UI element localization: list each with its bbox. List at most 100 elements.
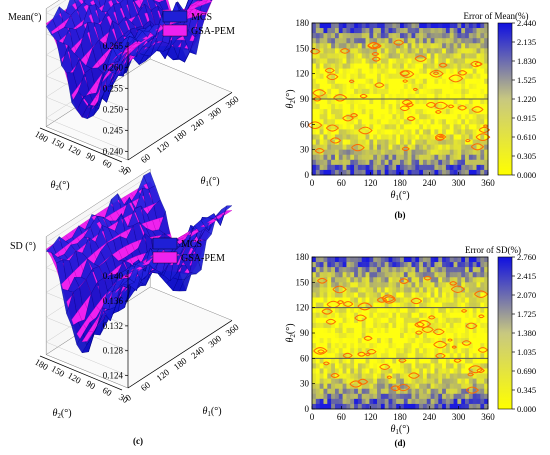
heatmap-cell (457, 343, 462, 349)
heatmap-cell (392, 53, 397, 59)
heatmap-cell (457, 358, 462, 364)
heatmap-cell (365, 58, 370, 64)
heatmap-cell (407, 353, 412, 359)
heatmap-cell (411, 53, 416, 59)
heatmap-cell (338, 383, 343, 390)
heatmap-cell (430, 378, 435, 384)
heatmap-cell (327, 73, 332, 80)
heatmap-cell (400, 297, 405, 303)
heatmap-cell (476, 262, 481, 268)
heatmap-cell (457, 257, 462, 263)
contour-line (365, 352, 371, 357)
heatmap-cell (377, 63, 382, 69)
heatmap-cell (472, 144, 477, 150)
heatmap-cell (449, 63, 454, 69)
heatmap-cell (373, 378, 378, 384)
heatmap-cell (422, 164, 428, 171)
heatmap-cell (419, 28, 424, 34)
heatmap-cell (312, 78, 317, 85)
heatmap-cell (426, 267, 431, 273)
heatmap-cell (465, 282, 470, 288)
heatmap-cell (468, 114, 473, 120)
heatmap-cell (396, 83, 401, 90)
heatmap-cell (346, 78, 351, 85)
heatmap-cell (388, 312, 393, 319)
heatmap-cell (369, 348, 374, 354)
contour-line (399, 70, 411, 77)
heatmap-cell (327, 119, 332, 125)
heatmap-cell (415, 58, 420, 64)
heatmap-cell (422, 287, 428, 293)
heatmap-cell (354, 134, 359, 140)
heatmap-cell (315, 58, 320, 64)
heatmap-cell (327, 129, 332, 135)
heatmap-cell (357, 302, 363, 308)
heatmap-cell (342, 297, 347, 303)
heatmap-cell (468, 38, 473, 44)
heatmap-cell (392, 327, 397, 334)
heatmap-cell (426, 169, 431, 176)
heatmap-cell (442, 58, 447, 64)
heatmap-cell (430, 83, 435, 90)
heatmap-cell (484, 333, 489, 339)
heatmap-cell (315, 363, 320, 369)
heatmap-cell (442, 169, 447, 176)
heatmap-cell (461, 169, 466, 176)
heatmap-cell (373, 68, 378, 74)
heatmap-cell (354, 33, 359, 39)
heatmap-cell (380, 109, 385, 115)
heatmap-cell (484, 23, 489, 29)
heatmap-cell (434, 272, 439, 278)
heatmap-cell (327, 338, 332, 344)
heatmap-cell (319, 164, 324, 171)
heatmap-cell (407, 292, 412, 298)
heatmap-cell (323, 348, 328, 354)
heatmap-cell (396, 338, 401, 344)
contour-line (429, 69, 444, 78)
heatmap-cell (426, 307, 431, 314)
heatmap-cell (457, 363, 462, 369)
heatmap-cell (312, 149, 317, 156)
theta2-tick-label: 30 (117, 164, 130, 177)
heatmap-cell (430, 119, 435, 125)
heatmap-cell (472, 302, 477, 308)
heatmap-cell (461, 282, 466, 288)
heatmap-cell (315, 169, 320, 176)
heatmap-cell (377, 58, 382, 64)
heatmap-cell (426, 53, 431, 59)
heatmap-cell (449, 53, 454, 59)
heatmap-cell (361, 373, 366, 379)
heatmap-cell (445, 88, 451, 95)
heatmap-cell (476, 43, 481, 49)
heatmap-cell (377, 78, 382, 85)
heatmap-cell (476, 257, 481, 263)
heatmap-cell (384, 383, 389, 390)
heatmap-cell (449, 272, 454, 278)
heatmap-cell (438, 43, 443, 49)
heatmap-cell (323, 388, 328, 395)
heatmap-cell (323, 43, 328, 49)
heatmap-cell (384, 23, 389, 29)
heatmap-cell (426, 403, 431, 410)
heatmap-cell (384, 58, 389, 64)
heatmap-cell (457, 124, 462, 130)
heatmap-cell (438, 383, 443, 390)
heatmap-cell (380, 317, 385, 324)
heatmap-cell (361, 393, 366, 400)
heatmap-cell (449, 398, 454, 405)
heatmap-cell (315, 287, 320, 293)
heatmap-cell (480, 338, 485, 344)
heatmap-cell (411, 312, 416, 319)
heatmap-cell (465, 43, 470, 49)
heatmap-cell (465, 58, 470, 64)
heatmap-cell (350, 78, 355, 85)
contour-line (438, 135, 445, 139)
heatmap-cell (334, 302, 340, 308)
heatmap-cell (465, 53, 470, 59)
heatmap-cell (438, 312, 443, 319)
heatmap-cell (338, 99, 343, 105)
heatmap-cell (465, 99, 470, 105)
heatmap-cell (453, 73, 458, 80)
heatmap-cell (453, 388, 458, 395)
heatmap-cell (426, 287, 431, 293)
